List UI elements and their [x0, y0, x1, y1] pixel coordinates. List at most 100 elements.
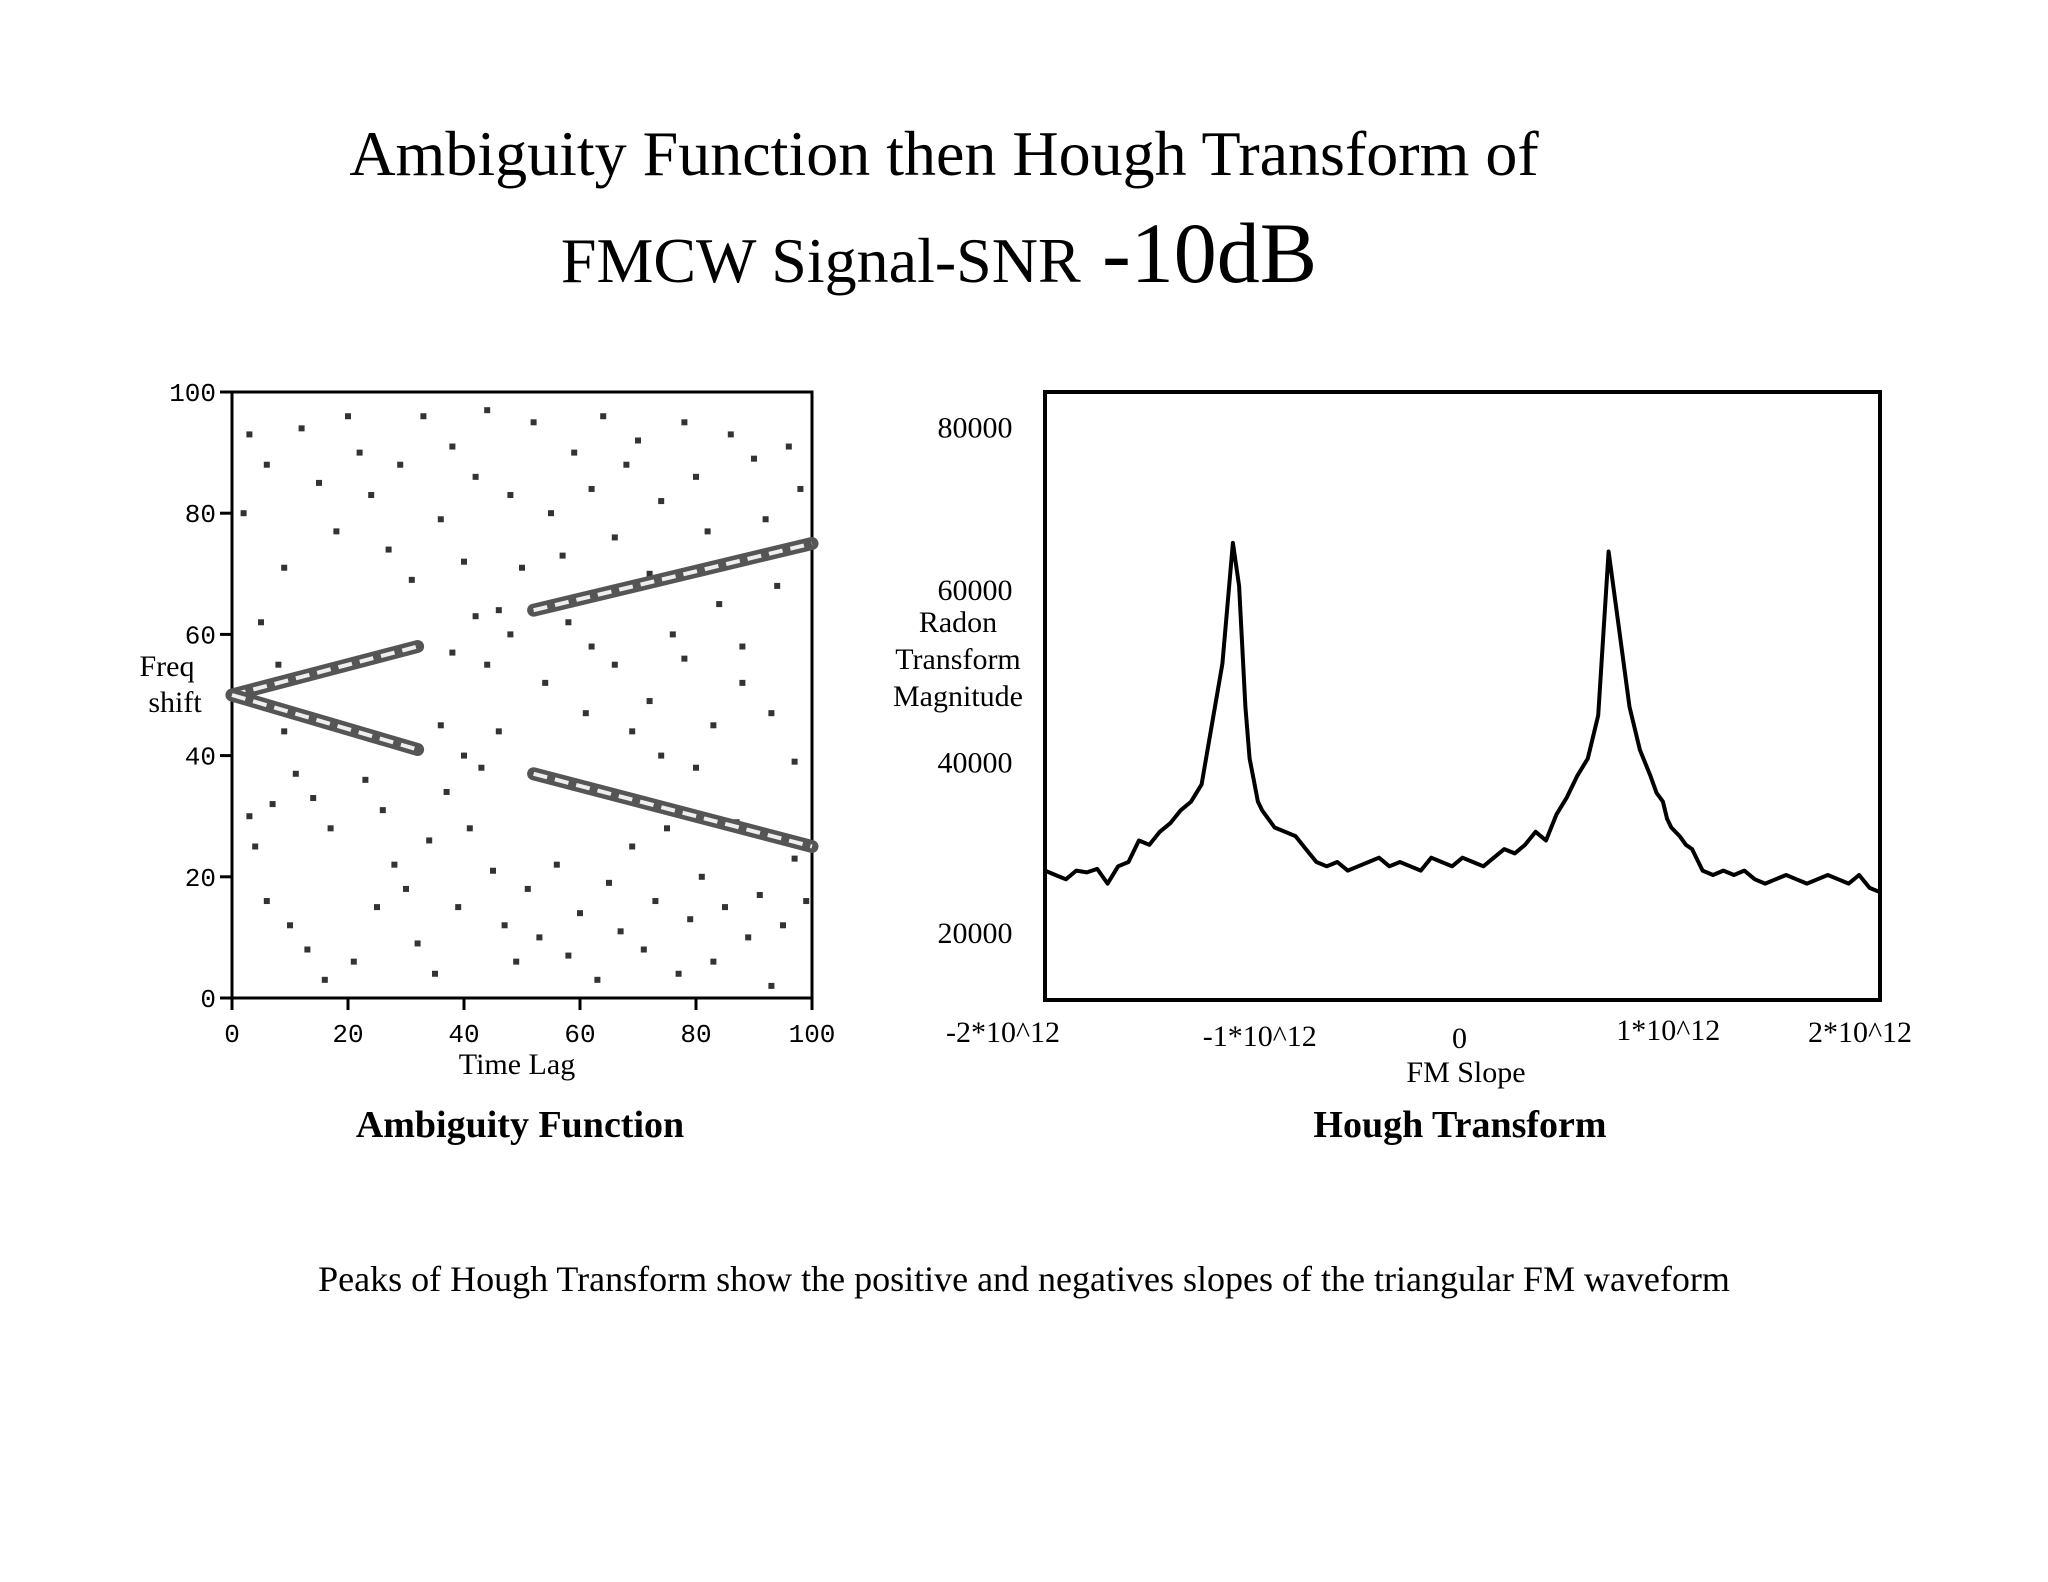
- af-noise-point: [507, 492, 514, 499]
- af-noise-point: [693, 473, 699, 480]
- af-noise-point: [727, 431, 734, 438]
- ht-y-tick-label: 80000: [938, 412, 1013, 445]
- af-noise-point: [640, 946, 647, 953]
- af-noise-point: [669, 631, 676, 638]
- af-noise-point: [263, 898, 270, 905]
- af-noise-point: [530, 419, 537, 426]
- title-signal-text: FMCW Signal-SNR: [560, 225, 1081, 296]
- af-x-tick-label: 0: [224, 1020, 240, 1050]
- af-noise-point: [484, 661, 491, 668]
- af-noise-point: [791, 855, 798, 862]
- af-noise-point: [559, 552, 566, 559]
- af-noise-point: [275, 661, 282, 668]
- af-noise-point: [687, 916, 694, 923]
- af-noise-point: [385, 546, 392, 553]
- af-noise-point: [374, 904, 380, 911]
- af-y-tick-label: 40: [185, 743, 216, 773]
- af-noise-point: [443, 788, 450, 795]
- af-noise-point: [379, 807, 386, 814]
- af-noise-point: [658, 498, 665, 505]
- af-y-tick-label: 20: [185, 864, 216, 894]
- af-noise-point: [304, 946, 311, 953]
- af-noise-point: [739, 643, 746, 650]
- af-noise-point: [710, 958, 717, 965]
- ht-x-tick-label: -2*10^12: [946, 1016, 1060, 1049]
- af-x-tick-label: 60: [564, 1020, 595, 1050]
- af-noise-point: [246, 813, 253, 820]
- footnote: Peaks of Hough Transform show the positi…: [318, 1259, 1730, 1299]
- af-noise-point: [774, 582, 781, 589]
- af-noise-point: [432, 970, 438, 977]
- ht-x-tick-label: -1*10^12: [1203, 1020, 1317, 1053]
- af-noise-point: [362, 776, 369, 783]
- af-noise-point: [803, 898, 810, 905]
- af-noise-point: [571, 449, 578, 456]
- af-noise-point: [449, 649, 456, 656]
- af-noise-point: [797, 485, 804, 492]
- af-noise-point: [246, 431, 253, 438]
- af-noise-point: [495, 728, 502, 735]
- af-noise-point: [768, 982, 775, 989]
- af-noise-point: [635, 437, 641, 444]
- af-noise-point: [484, 407, 491, 414]
- af-ridge-inner: [231, 644, 419, 697]
- af-noise-point: [617, 928, 624, 935]
- af-noise-point: [281, 728, 288, 735]
- af-noise-point: [513, 958, 520, 965]
- af-noise-point: [611, 661, 618, 668]
- af-noise-point: [681, 655, 688, 662]
- af-noise-point: [321, 976, 328, 983]
- af-noise-point: [420, 413, 427, 420]
- af-x-tick-label: 80: [680, 1020, 711, 1050]
- af-noise-point: [542, 679, 549, 686]
- af-noise-point: [449, 443, 456, 450]
- af-noise-point: [368, 492, 375, 499]
- af-noise-point: [785, 443, 792, 450]
- af-noise-point: [745, 934, 752, 941]
- af-noise-point: [472, 473, 479, 480]
- af-y-axis-label: Freq shift: [140, 650, 203, 719]
- af-noise-point: [490, 867, 496, 874]
- af-noise-point: [704, 528, 711, 535]
- af-x-axis-label: Time Lag: [459, 1048, 575, 1081]
- ht-plot-frame: [1043, 390, 1882, 1002]
- af-x-tick-label: 20: [332, 1020, 363, 1050]
- af-ridge-inner: [231, 693, 419, 752]
- af-noise-point: [461, 558, 467, 565]
- af-noise-point: [536, 934, 543, 941]
- af-noise-point: [403, 885, 409, 892]
- ht-x-tick-label: 2*10^12: [1808, 1016, 1912, 1049]
- af-noise-point: [507, 631, 514, 638]
- af-noise-point: [768, 710, 775, 717]
- af-noise-point: [258, 619, 264, 626]
- af-noise-point: [524, 885, 531, 892]
- af-y-tick-label: 80: [185, 500, 216, 530]
- af-y-tick-label: 0: [200, 985, 216, 1015]
- af-noise-point: [397, 461, 404, 468]
- af-noise-point: [292, 770, 299, 777]
- ht-x-tick-label: 1*10^12: [1616, 1014, 1720, 1047]
- ht-x-tick-label: 0: [1452, 1022, 1467, 1055]
- ht-series-line: [1044, 540, 1881, 895]
- af-x-tick-label: 100: [789, 1020, 836, 1050]
- af-noise-point: [565, 619, 572, 626]
- af-noise-point: [629, 728, 636, 735]
- af-noise-point: [623, 461, 630, 468]
- af-noise-point: [611, 534, 618, 541]
- af-noise-point: [437, 722, 444, 729]
- page-title-line1: Ambiguity Function then Hough Transform …: [349, 118, 1539, 189]
- af-noise-point: [269, 801, 276, 808]
- hough-transform-title: Hough Transform: [1313, 1104, 1607, 1146]
- af-noise-point: [780, 922, 786, 929]
- af-noise-point: [658, 752, 665, 759]
- af-noise-point: [414, 940, 421, 947]
- af-noise-point: [548, 510, 554, 517]
- af-noise-point: [629, 843, 636, 850]
- af-noise-point: [664, 825, 670, 832]
- af-noise-point: [600, 413, 607, 420]
- af-noise-point: [681, 419, 688, 426]
- af-noise-point: [327, 825, 334, 832]
- af-noise-point: [350, 958, 357, 965]
